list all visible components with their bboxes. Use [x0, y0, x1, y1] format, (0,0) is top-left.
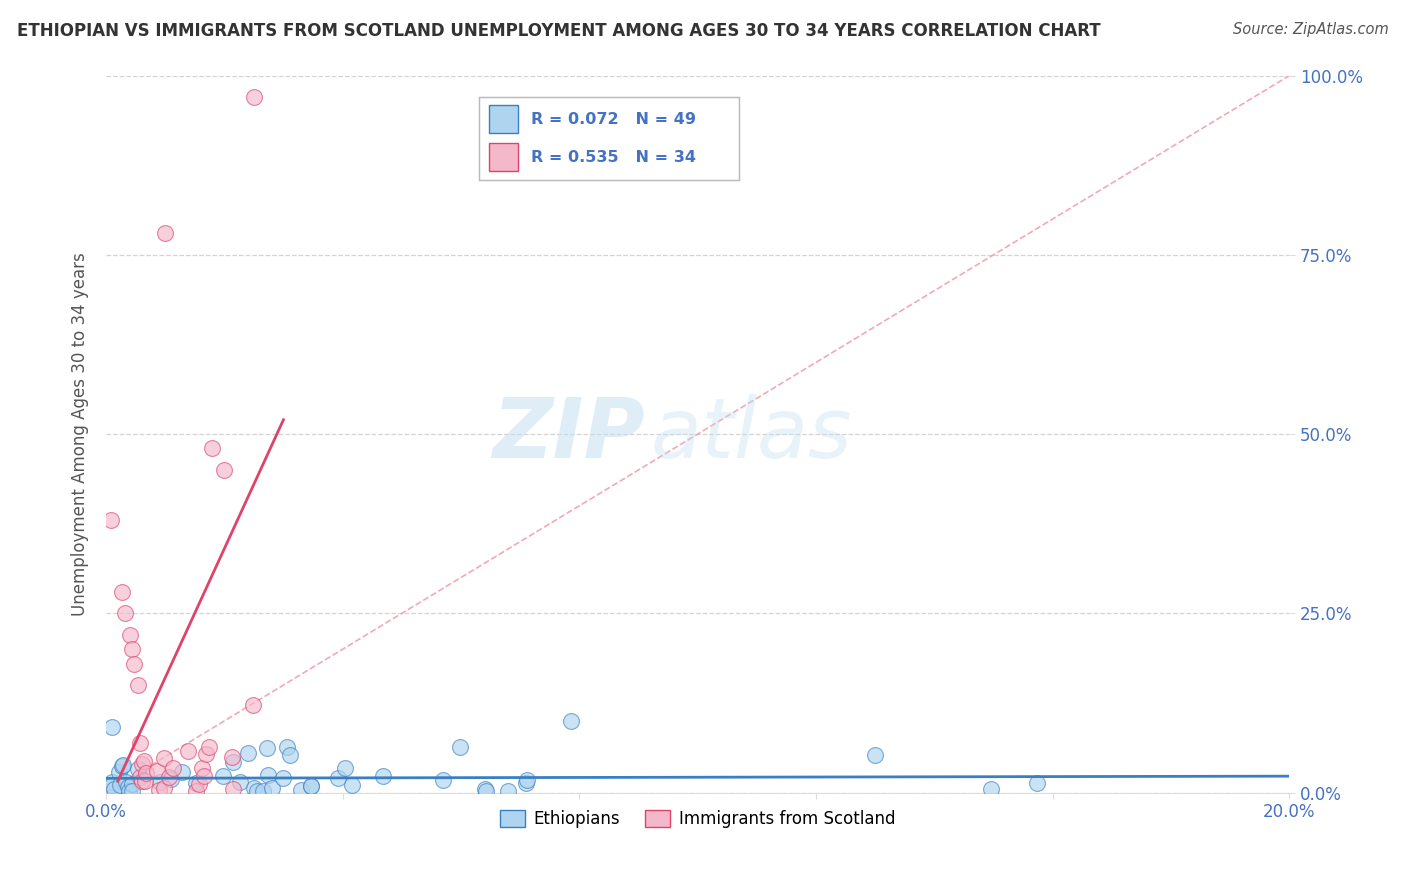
- Point: [328, 771, 350, 785]
- Point: [340, 779, 363, 793]
- Point: [129, 770, 152, 784]
- Text: Source: ZipAtlas.com: Source: ZipAtlas.com: [1233, 22, 1389, 37]
- Point: [474, 781, 496, 796]
- Point: [475, 784, 498, 798]
- Point: [153, 227, 176, 241]
- Point: [432, 772, 454, 787]
- Point: [242, 698, 264, 712]
- Point: [515, 776, 537, 790]
- Point: [111, 759, 134, 773]
- Point: [101, 720, 124, 734]
- Point: [117, 780, 139, 794]
- Text: atlas: atlas: [651, 393, 852, 475]
- Point: [121, 642, 143, 657]
- Point: [371, 769, 394, 783]
- Point: [193, 769, 215, 783]
- Point: [184, 775, 207, 789]
- Point: [121, 784, 143, 798]
- Point: [221, 749, 243, 764]
- Point: [246, 783, 269, 797]
- Point: [157, 770, 180, 784]
- Point: [127, 762, 149, 776]
- Point: [214, 463, 236, 477]
- Point: [170, 764, 193, 779]
- Point: [108, 764, 131, 779]
- Point: [256, 740, 278, 755]
- Point: [211, 769, 233, 783]
- Point: [190, 761, 212, 775]
- Point: [243, 90, 266, 104]
- Point: [153, 751, 176, 765]
- Point: [980, 781, 1002, 796]
- Point: [148, 782, 170, 797]
- Point: [1026, 776, 1049, 790]
- Point: [299, 780, 322, 794]
- Point: [195, 747, 218, 761]
- Point: [115, 775, 138, 789]
- Point: [131, 773, 153, 788]
- Point: [243, 781, 266, 796]
- Point: [299, 779, 322, 793]
- Point: [111, 585, 134, 599]
- Y-axis label: Unemployment Among Ages 30 to 34 years: Unemployment Among Ages 30 to 34 years: [72, 252, 89, 616]
- Point: [560, 714, 582, 728]
- Point: [160, 772, 183, 787]
- Point: [100, 513, 122, 527]
- Point: [271, 772, 294, 786]
- Point: [238, 747, 260, 761]
- Point: [262, 781, 284, 796]
- Point: [131, 757, 153, 772]
- Point: [103, 781, 125, 796]
- Text: ZIP: ZIP: [492, 393, 644, 475]
- Point: [187, 777, 209, 791]
- Point: [184, 784, 207, 798]
- Point: [252, 784, 274, 798]
- Point: [863, 747, 886, 762]
- Point: [278, 748, 301, 763]
- Text: ETHIOPIAN VS IMMIGRANTS FROM SCOTLAND UNEMPLOYMENT AMONG AGES 30 TO 34 YEARS COR: ETHIOPIAN VS IMMIGRANTS FROM SCOTLAND UN…: [17, 22, 1101, 40]
- Point: [176, 744, 198, 758]
- Point: [108, 778, 131, 792]
- Point: [146, 764, 169, 778]
- Point: [516, 773, 538, 788]
- Point: [148, 774, 170, 789]
- Point: [276, 740, 298, 755]
- Point: [121, 777, 143, 791]
- Point: [134, 754, 156, 768]
- Point: [221, 782, 243, 797]
- Legend: Ethiopians, Immigrants from Scotland: Ethiopians, Immigrants from Scotland: [494, 803, 901, 835]
- Point: [162, 761, 184, 775]
- Point: [101, 779, 124, 793]
- Point: [127, 678, 149, 692]
- Point: [290, 783, 312, 797]
- Point: [222, 755, 245, 769]
- Point: [101, 775, 124, 789]
- Point: [114, 607, 136, 621]
- Point: [496, 784, 519, 798]
- Point: [256, 767, 278, 781]
- Point: [118, 784, 141, 798]
- Point: [152, 781, 174, 796]
- Point: [128, 736, 150, 750]
- Point: [135, 765, 157, 780]
- Point: [111, 757, 134, 772]
- Point: [122, 657, 145, 671]
- Point: [134, 774, 156, 789]
- Point: [120, 628, 142, 642]
- Point: [201, 442, 224, 456]
- Point: [333, 761, 356, 775]
- Point: [229, 775, 252, 789]
- Point: [198, 739, 221, 754]
- Point: [450, 740, 472, 755]
